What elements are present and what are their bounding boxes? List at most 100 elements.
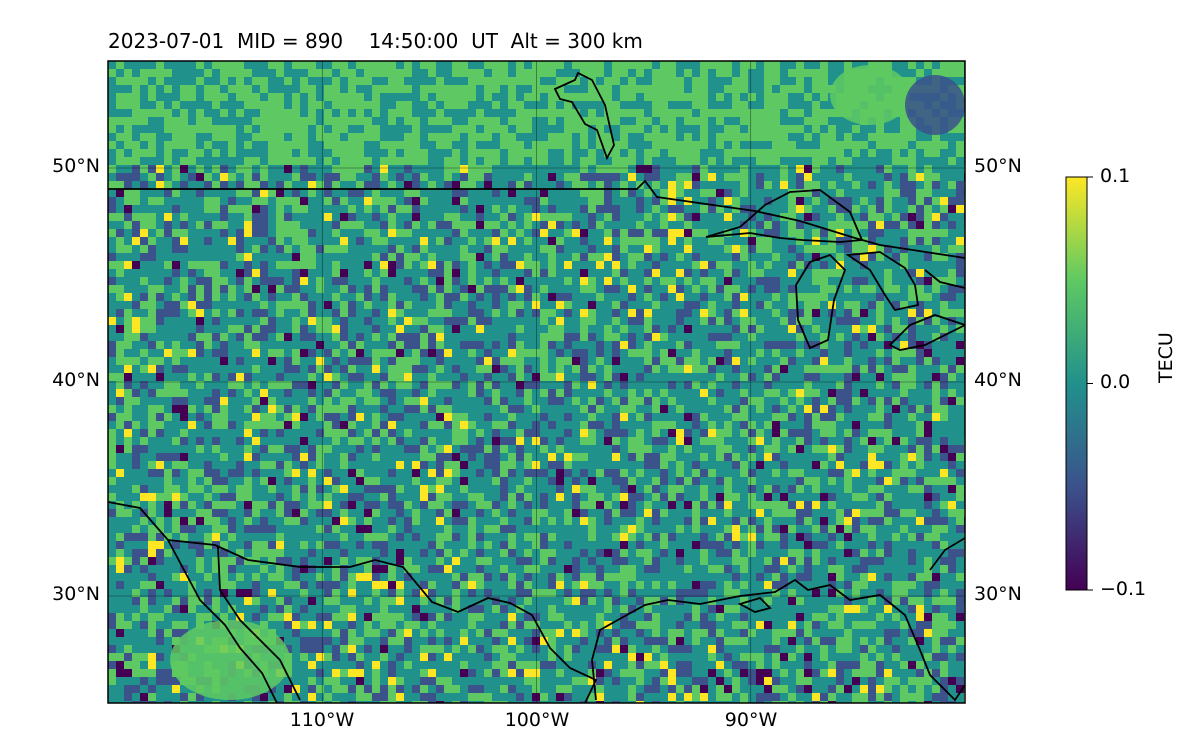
tec-cell: [908, 269, 916, 277]
tec-cell: [196, 157, 204, 165]
tec-cell: [220, 197, 228, 205]
tec-cell: [620, 197, 628, 205]
tec-cell: [404, 173, 412, 181]
tec-cell: [252, 197, 260, 205]
tec-cell: [524, 109, 532, 117]
tec-cell: [788, 93, 796, 101]
tec-cell: [420, 125, 428, 133]
tec-cell: [180, 373, 188, 381]
tec-cell: [116, 309, 124, 317]
tec-cell: [436, 165, 444, 173]
tec-cell: [956, 149, 964, 157]
tec-cell: [628, 157, 636, 165]
tec-cell: [516, 357, 524, 365]
tec-cell: [564, 301, 572, 309]
tec-cell: [452, 269, 460, 277]
tec-cell: [476, 221, 484, 229]
tec-cell: [196, 253, 204, 261]
tec-cell: [956, 189, 964, 197]
tec-cell: [596, 245, 604, 253]
tec-cell: [700, 181, 708, 189]
tec-cell: [164, 349, 172, 357]
tec-cell: [588, 325, 596, 333]
tec-cell: [596, 125, 604, 133]
tec-cell: [140, 213, 148, 221]
tec-cell: [692, 253, 700, 261]
tec-cell: [820, 213, 828, 221]
tec-cell: [204, 109, 212, 117]
tec-cell: [660, 93, 668, 101]
tec-cell: [732, 77, 740, 85]
tec-cell: [460, 389, 468, 397]
tec-cell: [556, 325, 564, 333]
tec-cell: [612, 269, 620, 277]
tec-cell: [660, 165, 668, 173]
tec-cell: [420, 389, 428, 397]
tec-cell: [332, 85, 340, 93]
tec-cell: [172, 405, 180, 413]
tec-cell: [780, 405, 788, 413]
tec-cell: [820, 357, 828, 365]
tec-cell: [676, 69, 684, 77]
tec-cell: [852, 269, 860, 277]
tec-cell: [956, 365, 964, 373]
tec-cell: [108, 197, 116, 205]
tec-cell: [308, 341, 316, 349]
tec-cell: [604, 253, 612, 261]
tec-cell: [140, 325, 148, 333]
tec-cell: [132, 269, 140, 277]
tec-cell: [804, 357, 812, 365]
tec-cell: [508, 125, 516, 133]
tec-cell: [180, 93, 188, 101]
tec-cell: [140, 125, 148, 133]
tec-cell: [556, 117, 564, 125]
tec-cell: [780, 365, 788, 373]
tec-cell: [668, 301, 676, 309]
tec-cell: [780, 293, 788, 301]
tec-cell: [340, 189, 348, 197]
tec-cell: [420, 109, 428, 117]
tec-cell: [188, 213, 196, 221]
tec-cell: [508, 181, 516, 189]
tec-cell: [436, 373, 444, 381]
tec-cell: [148, 197, 156, 205]
tec-cell: [700, 197, 708, 205]
tec-cell: [468, 181, 476, 189]
tec-cell: [148, 421, 156, 429]
tec-cell: [132, 229, 140, 237]
tec-cell: [596, 205, 604, 213]
tec-cell: [916, 181, 924, 189]
tec-cell: [388, 117, 396, 125]
tec-cell: [668, 69, 676, 77]
tec-cell: [900, 405, 908, 413]
tec-cell: [740, 237, 748, 245]
tec-cell: [940, 285, 948, 293]
tec-cell: [564, 397, 572, 405]
tec-cell: [588, 277, 596, 285]
tec-cell: [716, 285, 724, 293]
tec-cell: [932, 133, 940, 141]
tec-cell: [388, 405, 396, 413]
tec-cell: [852, 141, 860, 149]
tec-cell: [340, 261, 348, 269]
tec-cell: [364, 141, 372, 149]
tec-cell: [956, 301, 964, 309]
tec-cell: [468, 93, 476, 101]
tec-cell: [692, 285, 700, 293]
tec-cell: [764, 373, 772, 381]
tec-cell: [412, 229, 420, 237]
tec-cell: [204, 117, 212, 125]
tec-cell: [468, 85, 476, 93]
tec-cell: [380, 389, 388, 397]
tec-cell: [700, 349, 708, 357]
tec-cell: [892, 317, 900, 325]
tec-cell: [164, 269, 172, 277]
tec-cell: [820, 349, 828, 357]
tec-cell: [948, 133, 956, 141]
tec-cell: [340, 125, 348, 133]
tec-cell: [388, 341, 396, 349]
tec-cell: [580, 173, 588, 181]
tec-cell: [116, 141, 124, 149]
tec-cell: [220, 69, 228, 77]
tec-cell: [308, 293, 316, 301]
